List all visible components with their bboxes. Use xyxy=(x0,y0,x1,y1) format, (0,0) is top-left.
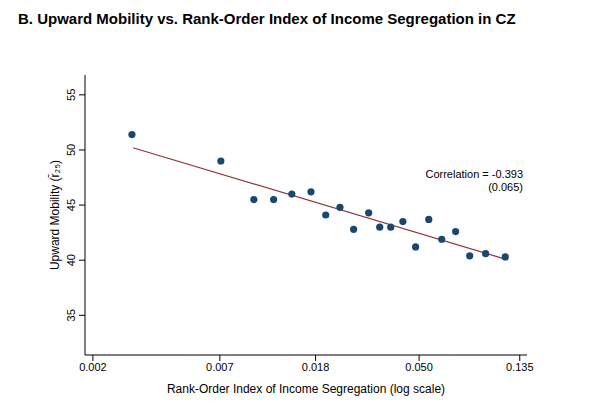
svg-text:55: 55 xyxy=(65,89,77,101)
svg-text:50: 50 xyxy=(65,144,77,156)
svg-text:40: 40 xyxy=(65,254,77,266)
svg-text:Rank-Order Index of Income Seg: Rank-Order Index of Income Segregation (… xyxy=(167,382,445,396)
svg-text:0.050: 0.050 xyxy=(405,361,433,373)
svg-text:0.135: 0.135 xyxy=(506,361,534,373)
svg-text:Upward Mobility (r̄₂₅): Upward Mobility (r̄₂₅) xyxy=(48,160,62,270)
svg-text:0.007: 0.007 xyxy=(206,361,234,373)
svg-text:35: 35 xyxy=(65,309,77,321)
html-text:(0.065): (0.065) xyxy=(488,181,523,193)
svg-text:45: 45 xyxy=(65,199,77,211)
svg-text:0.002: 0.002 xyxy=(79,361,107,373)
html-text:Correlation = -0.393: Correlation = -0.393 xyxy=(425,168,523,180)
html-text:B. Upward Mobility vs. Rank-Or: B. Upward Mobility vs. Rank-Order Index … xyxy=(18,10,516,27)
svg-text:0.018: 0.018 xyxy=(302,361,330,373)
